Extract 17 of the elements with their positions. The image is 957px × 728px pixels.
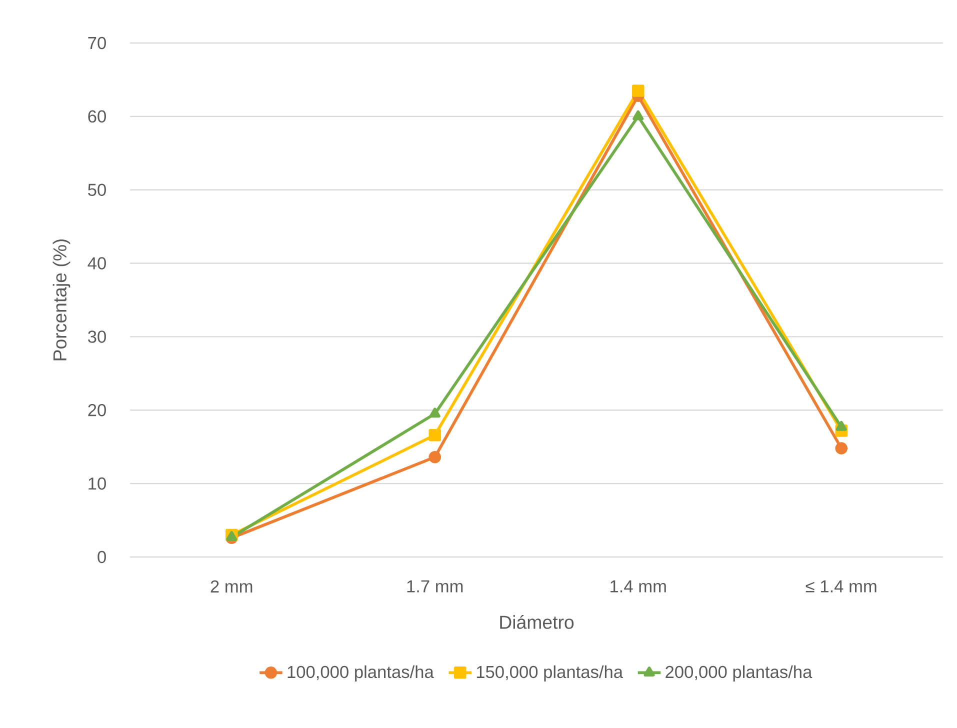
- x-tick-label: 2 mm: [210, 580, 252, 592]
- y-tick-label: 60: [88, 110, 106, 123]
- y-tick-label: 30: [88, 330, 106, 343]
- x-tick-label: 1.7 mm: [407, 580, 463, 592]
- y-tick-label: 0: [98, 550, 106, 564]
- legend-label: 200,000 plantas/ha: [666, 665, 812, 682]
- x-axis-title: Diámetro: [500, 614, 574, 629]
- x-tick-label: 1.4 mm: [610, 580, 666, 592]
- x-tick-label: ≤ 1.4 mm: [806, 580, 876, 592]
- y-tick-label: 50: [88, 184, 106, 196]
- y-tick-label: 70: [88, 36, 106, 50]
- y-tick-label: 40: [88, 257, 106, 270]
- y-axis-title: Porcentaje (%): [52, 239, 70, 360]
- y-tick-label: 20: [88, 404, 106, 416]
- legend-label: 100,000 plantas/ha: [288, 665, 434, 682]
- y-tick-label: 10: [88, 477, 106, 490]
- legend-label: 150,000 plantas/ha: [476, 665, 624, 682]
